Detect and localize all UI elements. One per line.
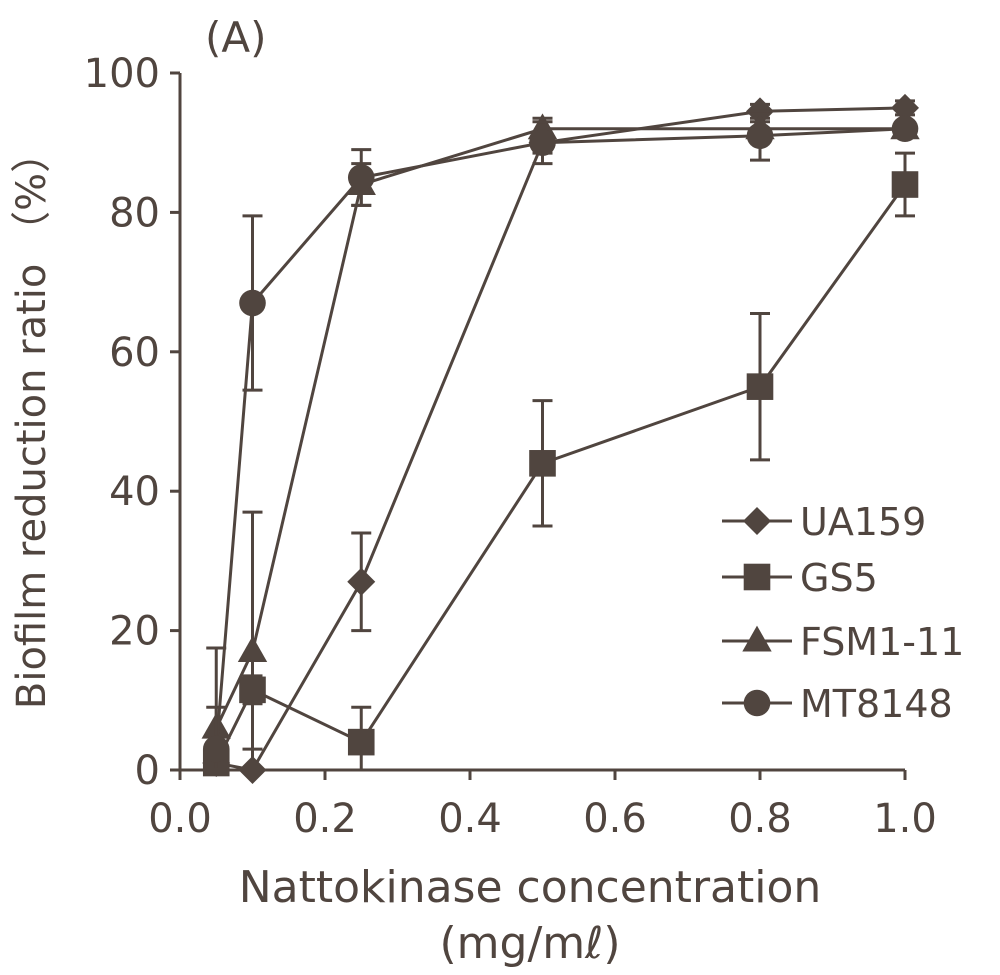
series-ua159 — [202, 93, 919, 784]
square-marker — [743, 563, 771, 591]
circle-marker — [891, 115, 919, 143]
y-tick-label: 20 — [109, 609, 160, 655]
series-mt8148 — [202, 109, 919, 772]
y-tick-label: 40 — [109, 469, 160, 515]
series-line — [215, 106, 906, 772]
series-line — [214, 127, 905, 729]
legend-label: GS5 — [800, 556, 878, 600]
square-marker — [529, 450, 556, 477]
circle-marker — [347, 164, 375, 191]
triangle-marker — [742, 625, 772, 652]
square-marker — [746, 373, 774, 400]
x-axis-label-units: (mg/mℓ) — [440, 918, 621, 969]
x-tick-label: 0.8 — [728, 796, 792, 842]
x-tick-label: 0.2 — [293, 796, 357, 842]
legend-item: UA159 — [722, 500, 926, 544]
circle-marker — [743, 689, 771, 717]
y-tick-label: 100 — [84, 51, 160, 97]
circle-marker — [239, 289, 266, 317]
circle-marker — [746, 122, 774, 150]
diamond-marker — [891, 93, 919, 122]
y-tick-label: 60 — [109, 330, 160, 376]
panel-label: (A) — [205, 13, 267, 62]
y-axis-label: Biofilm reduction ratio （%） — [9, 133, 55, 709]
y-tick-label: 0 — [135, 748, 160, 794]
circle-marker — [202, 735, 230, 763]
legend-item: MT8148 — [722, 682, 953, 726]
diamond-marker — [743, 507, 771, 535]
diamond-marker — [347, 567, 376, 596]
legend-item: GS5 — [722, 556, 878, 600]
triangle-marker — [237, 636, 268, 663]
legend-label: UA159 — [800, 500, 926, 544]
legend-label: MT8148 — [800, 682, 953, 726]
circle-marker — [529, 129, 556, 156]
x-axis-label: Nattokinase concentration — [239, 862, 822, 913]
square-marker — [891, 171, 919, 198]
x-tick-label: 0.6 — [583, 796, 647, 842]
x-tick-label: 1.0 — [873, 796, 937, 842]
series-line — [214, 183, 907, 764]
square-marker — [347, 728, 375, 756]
x-tick-label: 0.0 — [148, 796, 212, 842]
series-line — [214, 127, 906, 750]
y-tick-label: 80 — [109, 190, 160, 236]
x-tick-label: 0.4 — [438, 796, 502, 842]
legend-label: FSM1-11 — [800, 620, 964, 664]
legend-item: FSM1-11 — [722, 620, 964, 664]
